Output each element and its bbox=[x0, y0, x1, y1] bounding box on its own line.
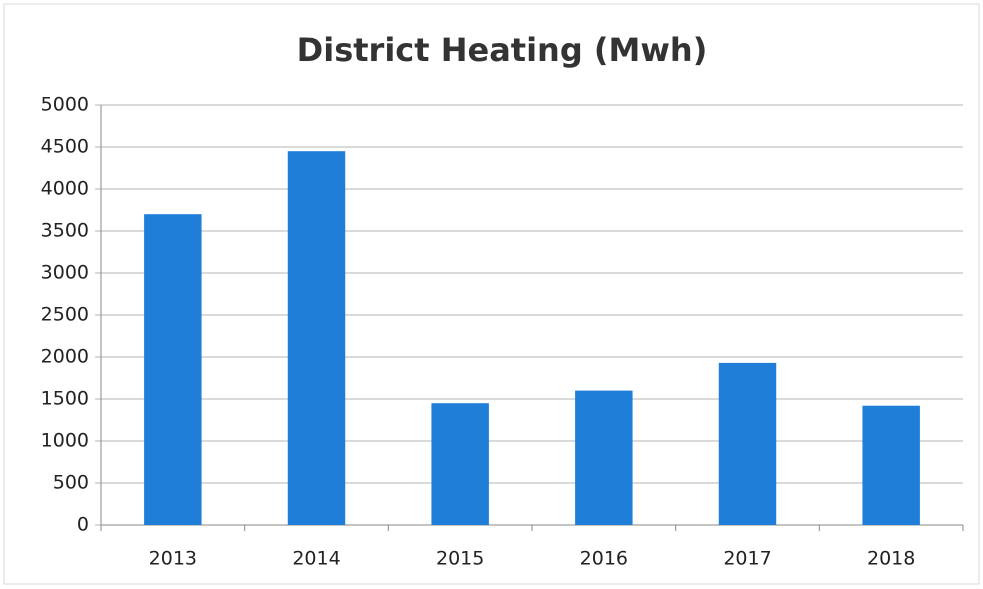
chart-title: District Heating (Mwh) bbox=[297, 31, 708, 69]
bar bbox=[862, 405, 920, 525]
y-tick-label: 1500 bbox=[41, 388, 89, 410]
bar bbox=[431, 403, 489, 525]
x-tick-label: 2017 bbox=[723, 548, 771, 570]
bar bbox=[287, 151, 346, 525]
y-tick-label: 0 bbox=[77, 514, 89, 536]
bar bbox=[718, 362, 777, 525]
y-tick-label: 4500 bbox=[41, 136, 89, 158]
x-tick-label: 2018 bbox=[867, 548, 915, 570]
y-tick-label: 500 bbox=[53, 472, 89, 494]
x-tick-label: 2013 bbox=[149, 548, 197, 570]
x-tick-label: 2014 bbox=[292, 548, 340, 570]
bar bbox=[144, 214, 202, 525]
y-tick-label: 2000 bbox=[41, 346, 89, 368]
y-tick-label: 4000 bbox=[41, 178, 89, 200]
y-tick-label: 1000 bbox=[41, 430, 89, 452]
y-tick-label: 3500 bbox=[41, 220, 89, 242]
bar bbox=[575, 390, 633, 525]
y-tick-label: 2500 bbox=[41, 304, 89, 326]
y-tick-label: 5000 bbox=[41, 94, 89, 116]
y-tick-label: 3000 bbox=[41, 262, 89, 284]
x-tick-label: 2016 bbox=[580, 548, 628, 570]
x-tick-label: 2015 bbox=[436, 548, 484, 570]
